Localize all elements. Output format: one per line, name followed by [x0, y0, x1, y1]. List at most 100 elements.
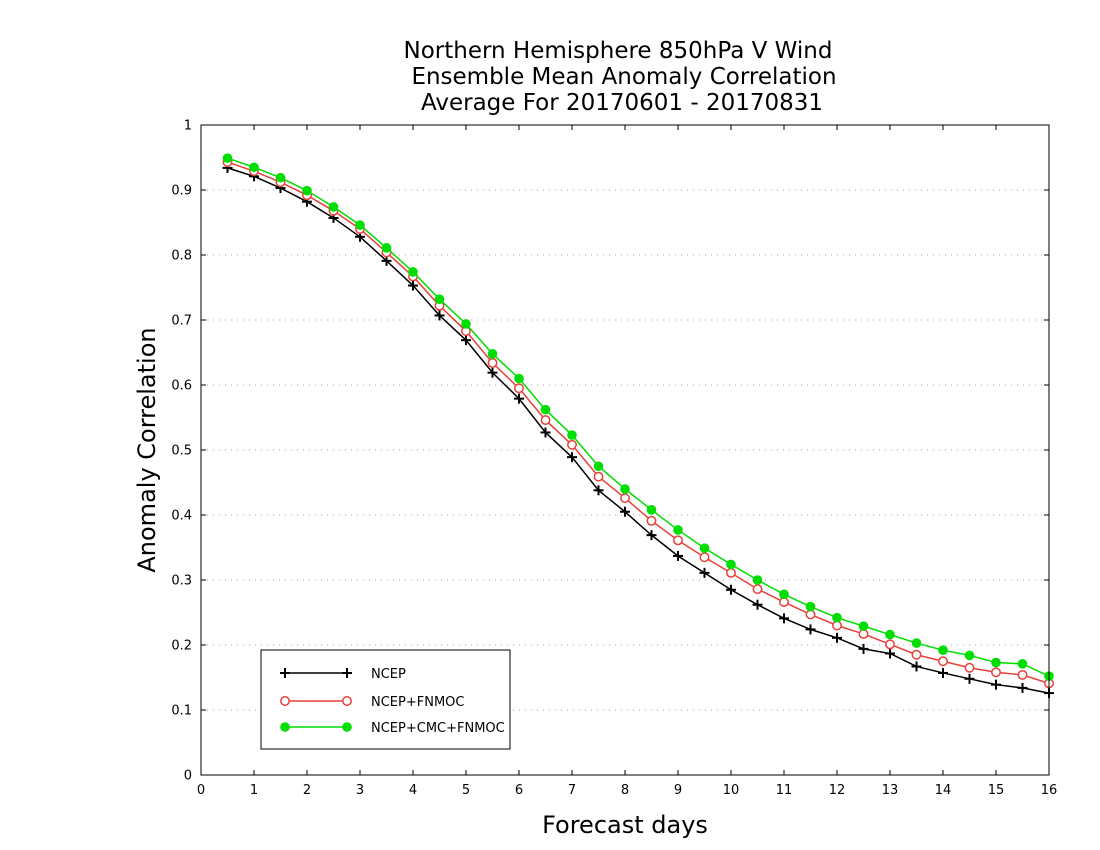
data-point-ncep — [779, 613, 789, 624]
legend-item-ncep-fnmoc: NCEP+FNMOC — [280, 695, 464, 710]
legend-item-ncep-cmc-fnmoc: NCEP+CMC+FNMOC — [280, 721, 505, 736]
data-point-ncep — [805, 624, 816, 635]
data-point-ncep-cmc-fnmoc — [275, 172, 286, 183]
legend: NCEP NCEP+FNMOC NCEP+CMC+FNMOC — [260, 649, 511, 750]
data-point-ncep-fnmoc — [487, 357, 498, 368]
data-point-ncep-cmc-fnmoc — [567, 430, 577, 440]
series-layer — [222, 153, 1054, 699]
x-tick-label: 6 — [515, 783, 523, 798]
x-tick-label: 3 — [356, 783, 364, 798]
chart-title-line-3: Average For 20170601 - 20170831 — [421, 90, 823, 116]
data-point-ncep-fnmoc — [673, 535, 683, 546]
data-point-ncep-cmc-fnmoc — [699, 543, 710, 553]
data-point-ncep-cmc-fnmoc — [461, 319, 471, 329]
data-point-ncep-cmc-fnmoc — [726, 559, 736, 570]
y-tick-label: 0.4 — [171, 509, 192, 524]
legend-marker — [342, 696, 352, 706]
data-point-ncep — [752, 599, 763, 610]
data-point-ncep-cmc-fnmoc — [964, 650, 975, 661]
data-point-ncep — [408, 280, 418, 291]
data-point-ncep-fnmoc — [911, 649, 922, 660]
y-tick-label: 0 — [184, 769, 192, 784]
data-point-ncep-fnmoc — [540, 415, 551, 426]
series-line-ncep-cmc-fnmoc — [227, 157, 1050, 677]
x-axis: 0 1 2 3 4 5 6 7 8 9 10 11 12 13 14 15 16 — [197, 125, 1057, 798]
x-tick-label: 9 — [674, 783, 682, 798]
data-point-ncep-cmc-fnmoc — [805, 601, 816, 612]
data-point-ncep — [620, 506, 630, 517]
data-point-ncep-cmc-fnmoc — [302, 185, 312, 196]
legend-label: NCEP — [371, 667, 406, 682]
data-point-ncep-cmc-fnmoc — [620, 484, 630, 494]
x-axis-label: Forecast days — [542, 811, 708, 839]
legend-marker — [280, 668, 290, 678]
series-ncep-cmc-fnmoc — [222, 153, 1054, 681]
chart-title-line-1: Northern Hemisphere 850hPa V Wind — [404, 38, 833, 64]
data-point-ncep-cmc-fnmoc — [752, 575, 763, 585]
data-point-ncep-fnmoc — [646, 515, 657, 526]
x-tick-label: 4 — [409, 783, 417, 798]
data-point-ncep-fnmoc — [964, 662, 975, 673]
data-point-ncep-fnmoc — [805, 609, 816, 620]
chart-title-line-2: Ensemble Mean Anomaly Correlation — [411, 64, 836, 90]
data-point-ncep-cmc-fnmoc — [222, 153, 233, 163]
data-point-ncep-cmc-fnmoc — [673, 525, 683, 535]
data-point-ncep-cmc-fnmoc — [1017, 659, 1028, 669]
data-point-ncep-cmc-fnmoc — [911, 638, 922, 648]
data-point-ncep-fnmoc — [514, 383, 524, 394]
data-point-ncep-cmc-fnmoc — [381, 243, 392, 253]
y-tick-label: 0.7 — [171, 314, 192, 329]
data-point-ncep — [540, 427, 551, 438]
data-point-ncep-cmc-fnmoc — [991, 657, 1001, 668]
data-point-ncep — [726, 584, 736, 595]
data-point-ncep-cmc-fnmoc — [408, 267, 418, 277]
data-point-ncep-cmc-fnmoc — [885, 629, 895, 640]
legend-marker — [342, 668, 352, 678]
y-tick-label: 0.1 — [171, 704, 192, 719]
data-point-ncep-cmc-fnmoc — [858, 621, 869, 631]
data-point-ncep-fnmoc — [885, 639, 895, 650]
data-point-ncep-fnmoc — [593, 471, 604, 482]
data-point-ncep — [911, 661, 922, 672]
y-tick-label: 0.6 — [171, 379, 192, 394]
legend-label: NCEP+FNMOC — [371, 695, 464, 710]
x-tick-label: 16 — [1041, 783, 1058, 798]
data-point-ncep-cmc-fnmoc — [328, 202, 339, 212]
series-ncep-fnmoc — [222, 157, 1054, 689]
y-tick-label: 0.9 — [171, 184, 192, 199]
data-point-ncep-fnmoc — [699, 552, 710, 563]
x-tick-label: 10 — [723, 783, 740, 798]
x-tick-label: 0 — [197, 783, 205, 798]
legend-marker — [342, 722, 352, 732]
legend-label: NCEP+CMC+FNMOC — [371, 721, 505, 736]
x-tick-label: 8 — [621, 783, 629, 798]
grid-lines — [201, 189, 1049, 711]
data-point-ncep — [964, 673, 975, 684]
y-tick-label: 0.3 — [171, 574, 192, 589]
data-point-ncep — [434, 310, 445, 321]
data-point-ncep — [885, 648, 895, 659]
data-point-ncep-cmc-fnmoc — [434, 294, 445, 305]
data-point-ncep-cmc-fnmoc — [593, 461, 604, 472]
x-tick-label: 13 — [882, 783, 899, 798]
data-point-ncep — [567, 452, 577, 463]
data-point-ncep-cmc-fnmoc — [487, 349, 498, 359]
x-tick-label: 15 — [988, 783, 1005, 798]
data-point-ncep — [514, 393, 524, 404]
legend-marker — [280, 696, 290, 706]
legend-box — [260, 649, 511, 750]
data-point-ncep-fnmoc — [752, 584, 763, 595]
data-point-ncep-fnmoc — [938, 656, 948, 667]
data-point-ncep — [938, 667, 948, 678]
x-tick-label: 1 — [250, 783, 258, 798]
data-point-ncep-cmc-fnmoc — [646, 505, 657, 515]
x-tick-label: 14 — [935, 783, 952, 798]
data-point-ncep-cmc-fnmoc — [355, 220, 365, 230]
series-ncep — [222, 162, 1054, 699]
data-point-ncep — [461, 335, 471, 346]
x-tick-label: 7 — [568, 783, 576, 798]
chart-title: Northern Hemisphere 850hPa V Wind Ensemb… — [404, 38, 837, 116]
x-tick-label: 2 — [303, 783, 311, 798]
data-point-ncep — [646, 530, 657, 541]
